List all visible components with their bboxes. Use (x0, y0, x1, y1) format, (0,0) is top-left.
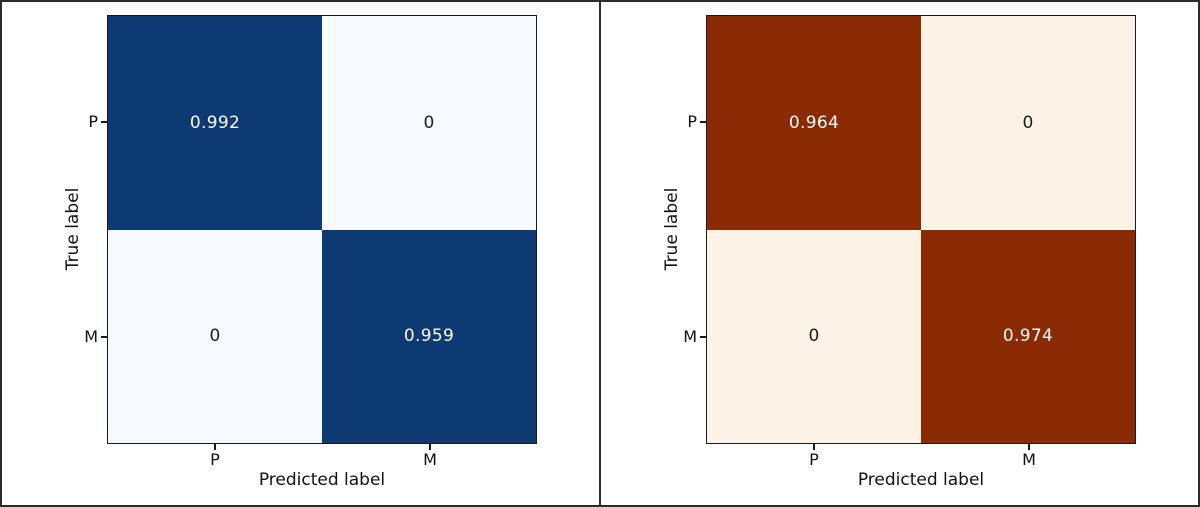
y-tick-label-p: P (687, 112, 697, 131)
matrix-cell-true-m-pred-p: 0 (108, 229, 322, 443)
cell-value: 0.992 (189, 112, 241, 133)
x-tick-label-p: P (210, 450, 220, 469)
y-tick-label-m: M (683, 327, 697, 346)
y-tick-mark-p (700, 121, 706, 123)
heatmap-axes: 0.964 0 0 0.974 (706, 15, 1136, 444)
matrix-cell-true-m-pred-m: 0.974 (921, 229, 1135, 443)
heatmap-axes: 0.992 0 0 0.959 (107, 15, 537, 444)
cell-value: 0.964 (788, 112, 840, 133)
x-tick-mark-m (1028, 444, 1030, 450)
matrix-cell-true-p-pred-p: 0.964 (707, 16, 921, 230)
y-tick-label-p: P (88, 112, 98, 131)
y-axis-label: True label (63, 187, 83, 271)
matrix-cell-true-m-pred-m: 0.959 (322, 229, 536, 443)
x-tick-mark-p (813, 444, 815, 450)
cell-value: 0 (1022, 112, 1034, 133)
x-axis-label: Predicted label (857, 470, 985, 490)
y-tick-label-m: M (84, 327, 98, 346)
matrix-cell-true-p-pred-m: 0 (921, 16, 1135, 230)
cell-value: 0.959 (403, 326, 455, 347)
y-tick-mark-m (700, 336, 706, 338)
matrix-cell-true-p-pred-p: 0.992 (108, 16, 322, 230)
confusion-matrix-panel-blues: True label P M 0.992 0 0 0.959 P M Predi… (2, 2, 599, 505)
matrix-cell-true-p-pred-m: 0 (322, 16, 536, 230)
x-tick-label-p: P (809, 450, 819, 469)
x-tick-mark-p (214, 444, 216, 450)
x-axis-label: Predicted label (258, 470, 386, 490)
cell-value: 0 (808, 326, 820, 347)
y-tick-mark-p (101, 121, 107, 123)
cell-value: 0 (209, 326, 221, 347)
x-tick-mark-m (429, 444, 431, 450)
y-tick-mark-m (101, 336, 107, 338)
y-axis-label: True label (662, 187, 682, 271)
cell-value: 0.974 (1002, 326, 1054, 347)
confusion-matrix-panel-oranges: True label P M 0.964 0 0 0.974 P M Predi… (599, 2, 1198, 505)
matrix-cell-true-m-pred-p: 0 (707, 229, 921, 443)
cell-value: 0 (423, 112, 435, 133)
x-tick-label-m: M (423, 450, 437, 469)
x-tick-label-m: M (1022, 450, 1036, 469)
